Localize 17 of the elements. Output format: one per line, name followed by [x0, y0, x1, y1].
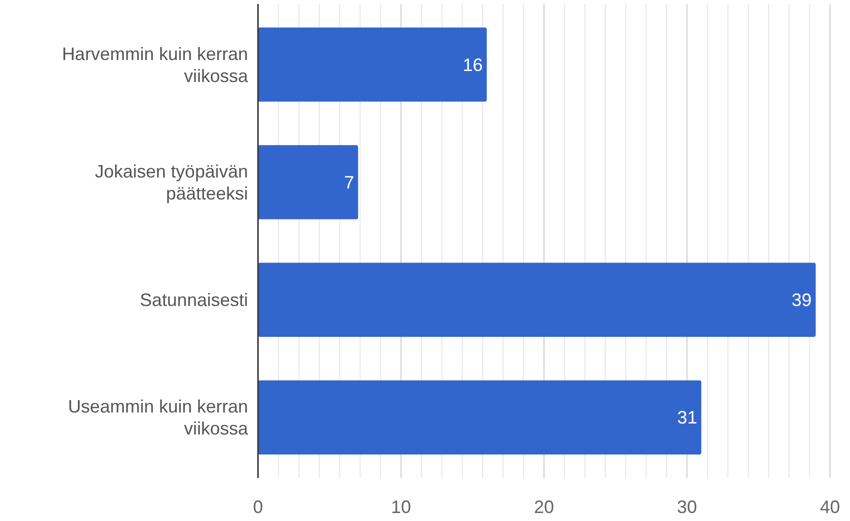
bar: [258, 380, 702, 454]
bar: [258, 28, 487, 102]
x-tick-label: 10: [390, 497, 412, 517]
x-tick-label: 30: [676, 497, 698, 517]
y-tick-label: Jokaisen työpäivän päätteeksi: [94, 161, 248, 204]
data-label: 31: [677, 408, 698, 428]
bar: [258, 145, 358, 220]
data-label: 39: [792, 290, 812, 310]
x-tick-label: 40: [820, 497, 840, 517]
x-tick-label: 0: [252, 497, 264, 517]
y-tick-label: Useammin kuin kerran viikossa: [68, 396, 249, 439]
data-label: 7: [344, 172, 354, 192]
x-tick-label: 20: [534, 497, 554, 517]
y-tick-label: Satunnaisesti: [140, 290, 248, 310]
data-label: 16: [462, 54, 483, 75]
bar: [258, 262, 816, 337]
y-tick-label: Harvemmin kuin kerran viikossa: [62, 44, 249, 86]
